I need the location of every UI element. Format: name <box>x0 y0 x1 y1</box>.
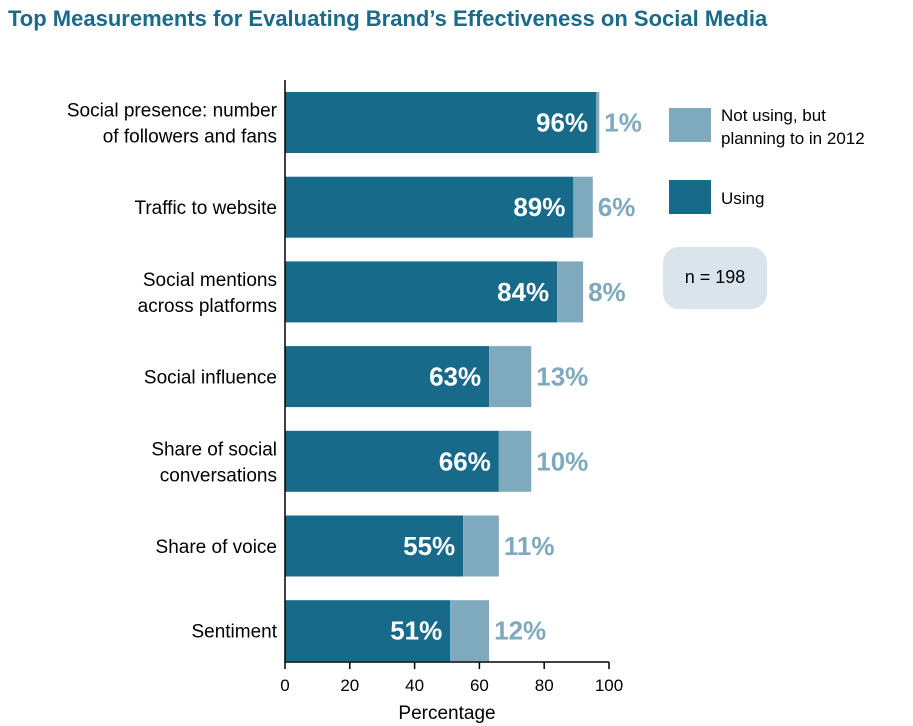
category-label: Social influence <box>144 368 277 389</box>
value-label-using: 84% <box>497 277 549 307</box>
note-text: n = 198 <box>685 267 746 287</box>
sample-size-note: n = 198 <box>663 247 767 309</box>
category-label: conversations <box>160 465 277 486</box>
bar-using <box>285 600 451 662</box>
x-tick-label: 0 <box>280 676 289 695</box>
value-label-planning: 10% <box>536 446 588 476</box>
legend-label-planning: planning to in 2012 <box>721 129 865 148</box>
legend-label-using: Using <box>721 189 764 208</box>
bar-planning <box>489 346 532 408</box>
bar-planning <box>463 515 499 577</box>
bar-using <box>285 430 499 492</box>
note-box <box>663 247 767 309</box>
category-label: Share of social <box>151 439 277 460</box>
chart-title: Top Measurements for Evaluating Brand’s … <box>8 6 768 31</box>
x-tick-label: 40 <box>405 676 424 695</box>
value-label-planning: 6% <box>598 192 636 222</box>
x-axis: 0 20 40 60 80 100 Percentage <box>280 80 623 724</box>
legend-swatch-planning <box>669 108 711 142</box>
x-axis-label: Percentage <box>398 703 495 724</box>
x-tick-label: 80 <box>535 676 554 695</box>
value-label-using: 66% <box>439 446 491 476</box>
bar-planning <box>557 261 584 323</box>
value-label-using: 89% <box>513 192 565 222</box>
category-label: Traffic to website <box>134 198 277 219</box>
category-label: Sentiment <box>191 622 277 643</box>
value-label-using: 55% <box>403 531 455 561</box>
x-tick-label: 100 <box>595 676 623 695</box>
bar-planning <box>450 600 490 662</box>
category-label: Social presence: number <box>67 101 278 122</box>
bar-planning <box>596 92 600 153</box>
x-tick-label: 60 <box>470 676 489 695</box>
value-label-using: 51% <box>390 616 442 646</box>
bar-planning <box>573 176 593 238</box>
bar-using <box>285 92 597 153</box>
legend-swatch-using <box>669 180 711 214</box>
bar-using <box>285 515 464 577</box>
bar-using <box>285 176 574 238</box>
value-label-planning: 12% <box>494 616 546 646</box>
bar-planning <box>498 430 532 492</box>
legend-label-planning: Not using, but <box>721 106 826 125</box>
legend: Not using, but planning to in 2012 Using <box>669 106 865 214</box>
bar-using <box>285 346 490 408</box>
value-label-planning: 11% <box>504 531 555 561</box>
x-tick-label: 20 <box>340 676 359 695</box>
value-label-planning: 1% <box>604 108 642 138</box>
value-label-using: 63% <box>429 362 481 392</box>
category-label: Share of voice <box>156 537 277 558</box>
bars-layer: 96% 1% 89% 6% 84% 8% 63% 13% 66% 10% 55% 11% 51% 12% <box>285 92 642 662</box>
category-label: across platforms <box>138 296 277 317</box>
bar-using <box>285 261 558 323</box>
value-label-planning: 13% <box>536 362 588 392</box>
value-label-using: 96% <box>536 108 588 138</box>
category-label: Social mentions <box>143 270 277 291</box>
value-label-planning: 8% <box>588 277 626 307</box>
category-label: of followers and fans <box>103 127 277 148</box>
category-labels: Social presence: number of followers and … <box>67 101 278 643</box>
